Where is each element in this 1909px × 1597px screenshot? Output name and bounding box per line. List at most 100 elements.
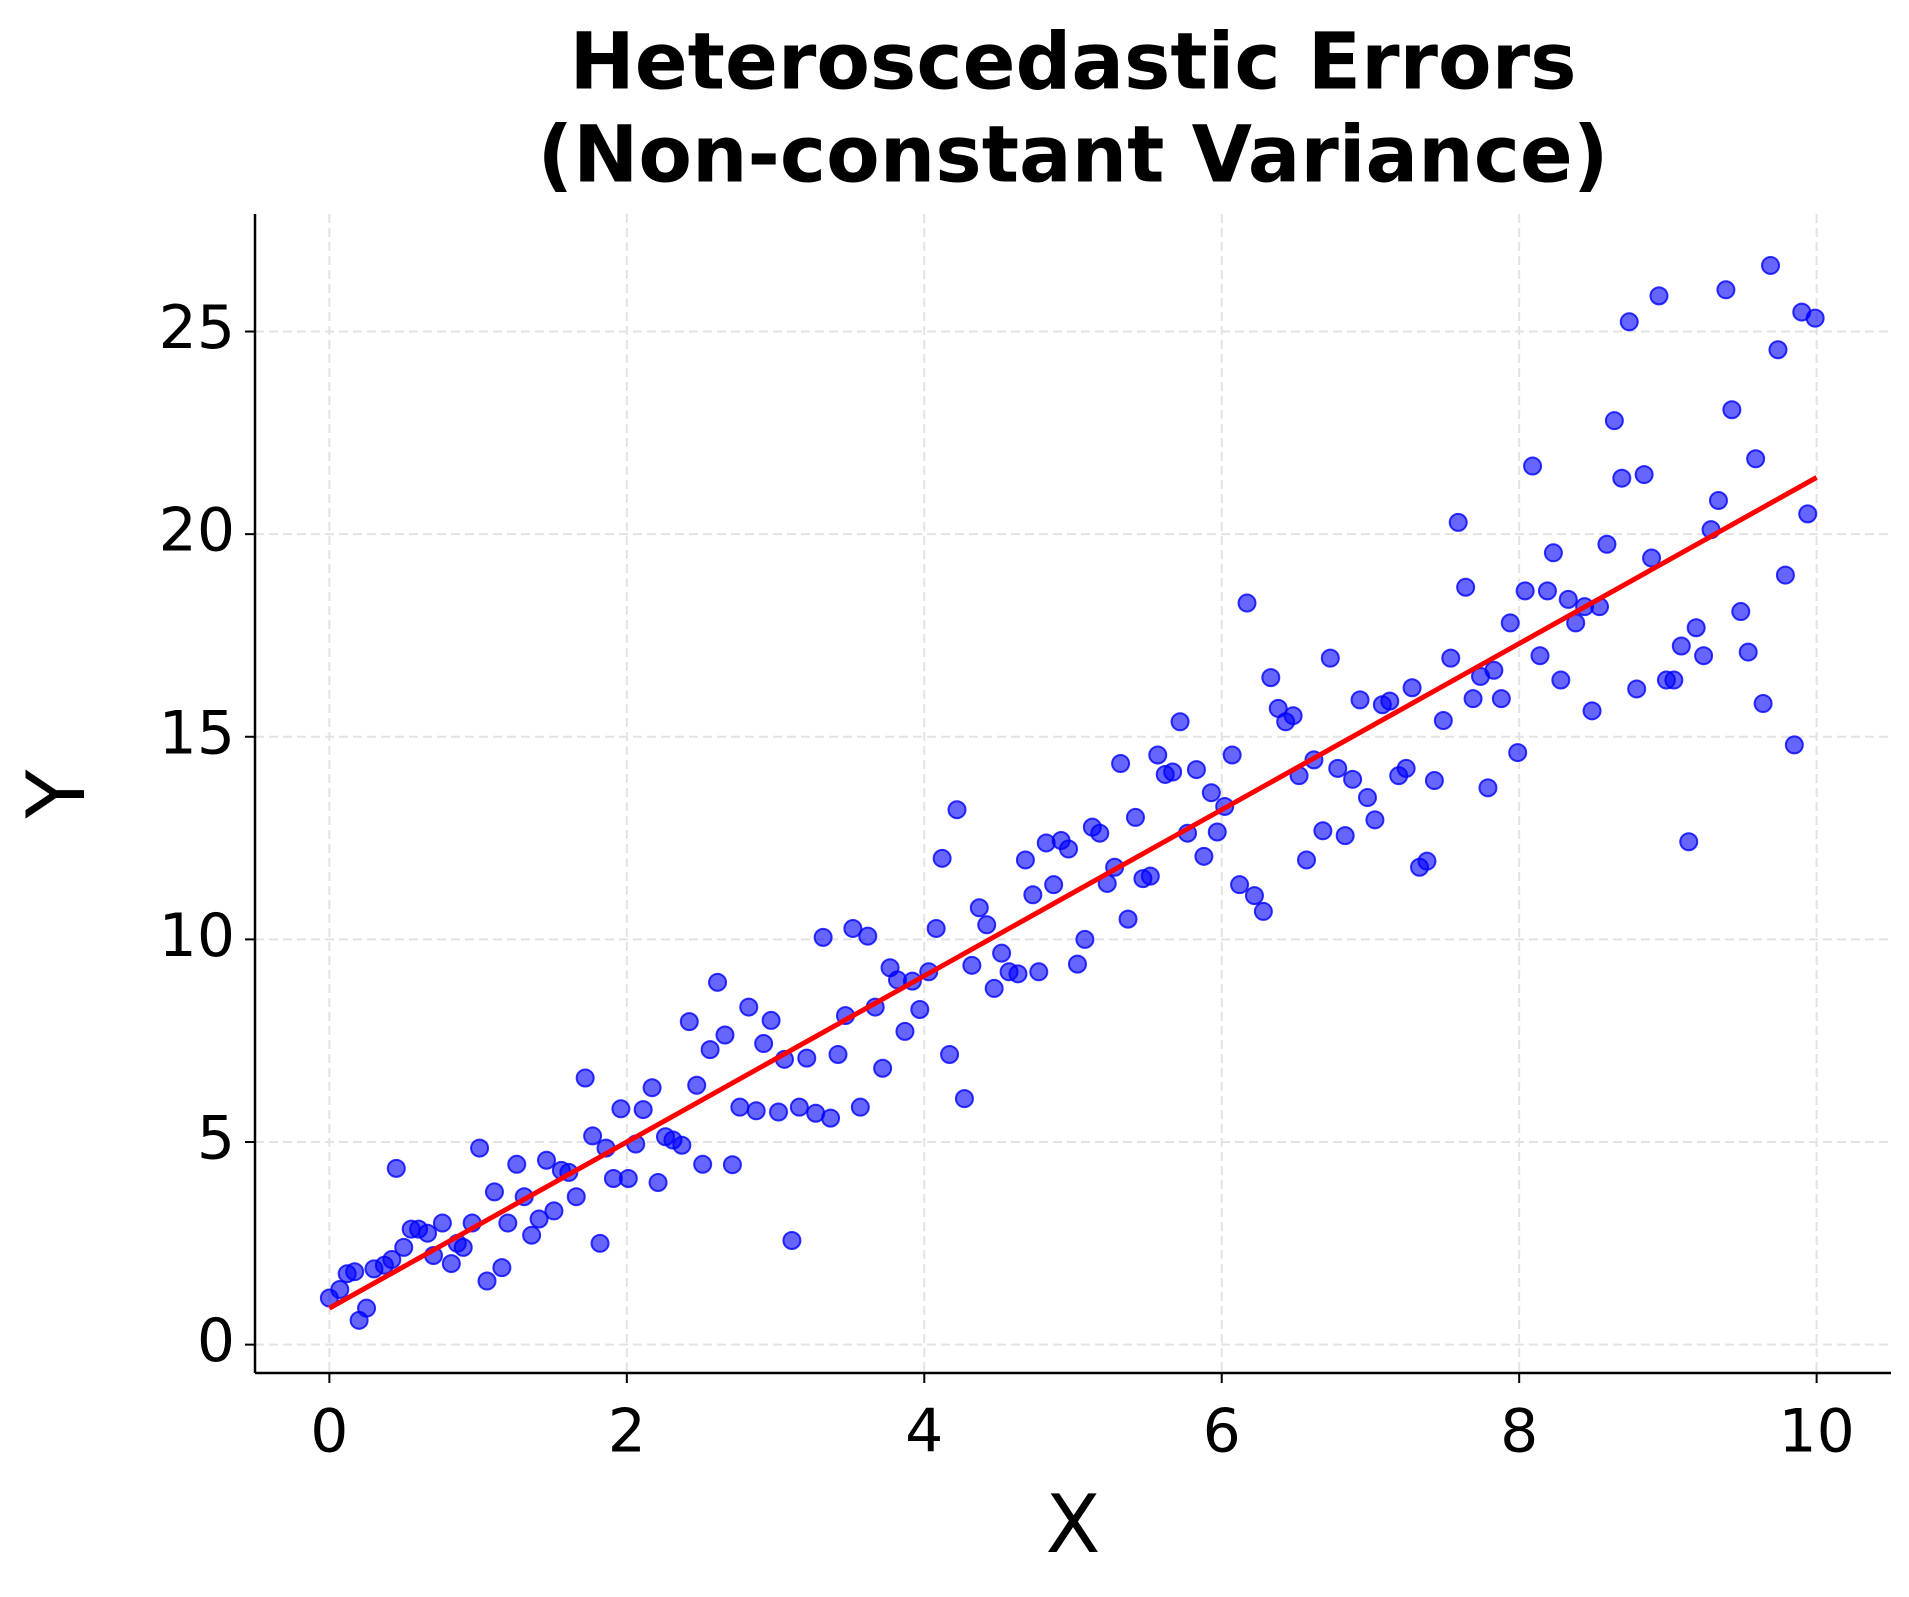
scatter-point: [330, 1280, 350, 1300]
scatter-point: [984, 978, 1004, 998]
scatter-point: [1357, 788, 1377, 808]
scatter-point: [977, 915, 997, 935]
scatter-point: [1722, 400, 1742, 420]
scatter-point: [633, 1100, 653, 1120]
scatter-point: [1500, 613, 1520, 633]
scatter-point: [1396, 758, 1416, 778]
scatter-point: [1237, 593, 1257, 613]
scatter-point: [1090, 823, 1110, 843]
scatter-point: [1671, 636, 1691, 656]
scatter-point: [932, 848, 952, 868]
chart-title: Heteroscedastic Errors: [570, 17, 1577, 107]
scatter-point: [1649, 286, 1669, 306]
scatter-point: [1186, 760, 1206, 780]
scatter-point: [498, 1213, 518, 1233]
fit-line: [328, 475, 1818, 1311]
scatter-point: [962, 955, 982, 975]
scatter-point: [1402, 678, 1422, 698]
scatter-point: [1537, 581, 1557, 601]
x-tick-label: 0: [310, 1397, 348, 1467]
scatter-point: [761, 1010, 781, 1030]
scatter-point: [1380, 691, 1400, 711]
scatter-point: [583, 1126, 603, 1146]
scatter-point: [1163, 762, 1183, 782]
scatter-point: [1194, 846, 1214, 866]
scatter-point: [1008, 964, 1028, 984]
scatter-point: [470, 1138, 490, 1158]
scatter-point: [441, 1254, 461, 1274]
scatter-point: [1441, 648, 1461, 668]
scatter-point: [1417, 851, 1437, 871]
scatter-point: [1328, 758, 1348, 778]
scatter-point: [1111, 754, 1131, 774]
scatter-point: [858, 926, 878, 946]
scatter-point: [1612, 468, 1632, 488]
scatter-point: [1597, 534, 1617, 554]
scatter-point: [1015, 850, 1035, 870]
scatter-point: [1530, 646, 1550, 666]
scatter-point: [1125, 807, 1145, 827]
scatter-point: [1805, 308, 1825, 328]
scatter-point: [715, 1025, 735, 1045]
scatter-point: [1261, 668, 1281, 688]
scatter-point: [1365, 810, 1385, 830]
scatter-point: [477, 1271, 497, 1291]
y-tick-label: 10: [159, 901, 235, 971]
scatter-point: [575, 1068, 595, 1088]
chart-title: (Non-constant Variance): [538, 110, 1609, 200]
scatter-point: [813, 927, 833, 947]
scatter-point: [1491, 689, 1511, 709]
scatter-point: [1313, 821, 1333, 841]
scatter-point: [1343, 769, 1363, 789]
y-tick-label: 5: [197, 1104, 235, 1174]
scatter-point: [1433, 711, 1453, 731]
scatter-point: [828, 1044, 848, 1064]
scatter-point: [739, 997, 759, 1017]
scatter-point: [672, 1135, 692, 1155]
scatter-point: [590, 1233, 610, 1253]
scatter-point: [1798, 504, 1818, 524]
scatter-point: [1619, 312, 1639, 332]
scatter-point: [492, 1258, 512, 1278]
scatter-point: [1746, 449, 1766, 469]
x-tick-label: 6: [1203, 1397, 1241, 1467]
scatter-point: [453, 1237, 473, 1257]
scatter-point: [522, 1225, 542, 1245]
scatter-point: [1694, 646, 1714, 666]
scatter-point: [529, 1209, 549, 1229]
scatter-point: [687, 1075, 707, 1095]
scatter-point: [382, 1250, 402, 1270]
scatter-point: [484, 1182, 504, 1202]
scatter-point: [1484, 660, 1504, 680]
scatter-point: [1753, 694, 1773, 714]
scatter-point: [850, 1097, 870, 1117]
scatter-point: [708, 972, 728, 992]
scatter-point: [418, 1223, 438, 1243]
scatter-point: [1140, 866, 1160, 886]
y-axis-label: Y: [10, 768, 103, 819]
scatter-point: [821, 1108, 841, 1128]
scatter-point: [345, 1262, 365, 1282]
y-tick-label: 25: [159, 293, 235, 363]
scatter-point: [1768, 340, 1788, 360]
x-tick-label: 10: [1778, 1397, 1854, 1467]
scatter-point: [1738, 642, 1758, 662]
scatter-point: [1784, 735, 1804, 755]
scatter-point: [1508, 743, 1528, 763]
scatter-point: [700, 1040, 720, 1060]
scatter-point: [1551, 670, 1571, 690]
scatter-point: [954, 1089, 974, 1109]
scatter-point: [1350, 690, 1370, 710]
scatter-point: [1283, 706, 1303, 726]
scatter-point: [1335, 826, 1355, 846]
x-tick-label: 8: [1500, 1397, 1538, 1467]
scatter-point: [873, 1058, 893, 1078]
scatter-point: [940, 1044, 960, 1064]
scatter-point: [746, 1101, 766, 1121]
scatter-point: [1761, 255, 1781, 275]
scatter-point: [1775, 565, 1795, 585]
scatter-point: [1448, 512, 1468, 532]
scatter-point: [566, 1187, 586, 1207]
scatter-point: [895, 1021, 915, 1041]
scatter-point: [386, 1158, 406, 1178]
